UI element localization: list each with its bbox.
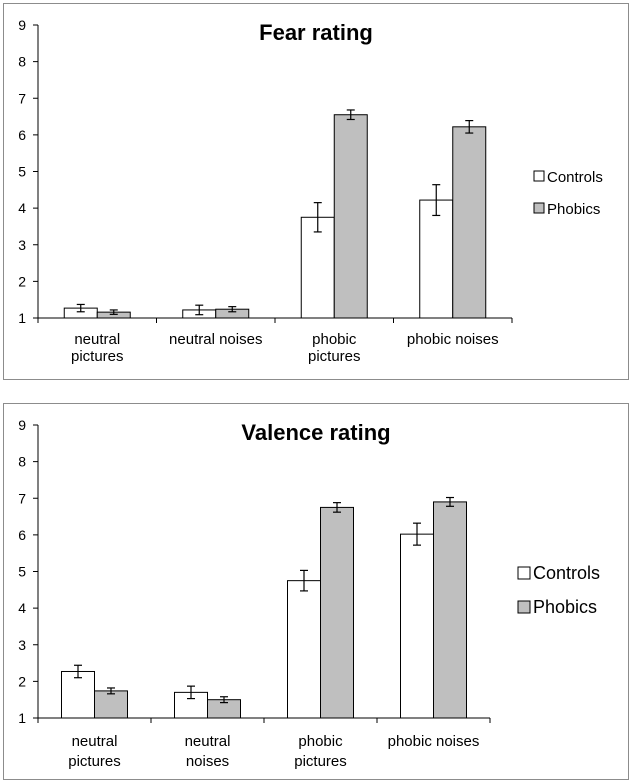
x-category-label: neutral — [185, 733, 231, 750]
x-category-label: pictures — [68, 753, 121, 770]
legend-phobics-label: Phobics — [547, 201, 600, 218]
fear-rating-chart: Fear rating123456789neutralpicturesneutr… — [18, 17, 603, 365]
legend-phobics-swatch — [533, 202, 545, 214]
y-tick-label: 4 — [18, 600, 26, 616]
legend-phobics-label: Phobics — [533, 597, 597, 617]
phobics-bar — [452, 126, 487, 319]
controls-bar — [61, 670, 95, 719]
x-category-label: neutral noises — [169, 331, 262, 348]
fear-rating-panel: Fear rating 1 2 3 4 5 6 7 8 9 neutral pictures neutr… — [3, 3, 629, 380]
valence-rating-chart: Valence rating 1 2 3 4 5 6 7 8 9 neutral pictures ne… — [18, 417, 600, 770]
legend-controls-swatch — [517, 566, 531, 580]
y-tick-label: 6 — [18, 527, 26, 543]
chart-title: Fear rating — [259, 20, 373, 45]
x-category-label: phobic noises — [388, 733, 480, 750]
y-tick-label: 6 — [18, 127, 26, 143]
x-category-label: neutral — [74, 331, 120, 348]
legend-controls-swatch — [533, 170, 545, 182]
y-tick-label: 1 — [18, 310, 26, 326]
y-tick-label: 3 — [18, 637, 26, 653]
y-tick-label: 2 — [18, 673, 26, 689]
phobics-bar — [94, 690, 128, 719]
valence-rating-panel: Valence rating 1 2 3 4 5 6 7 8 9 neutral pictures ne… — [3, 403, 629, 780]
x-category-label: noises — [186, 753, 229, 770]
x-category-label: neutral — [72, 733, 118, 750]
x-category-label: pictures — [308, 348, 361, 365]
legend-controls-label: Controls — [533, 563, 600, 583]
phobics-bar — [320, 506, 354, 719]
x-category-label: phobic noises — [407, 331, 499, 348]
y-tick-label: 5 — [18, 164, 26, 180]
y-tick-label: 8 — [18, 54, 26, 70]
phobics-bar — [433, 501, 467, 719]
x-category-label: phobic — [298, 733, 343, 750]
controls-bar — [419, 199, 454, 319]
y-tick-label: 8 — [18, 454, 26, 470]
y-tick-label: 4 — [18, 200, 26, 216]
y-tick-label: 7 — [18, 90, 26, 106]
x-category-label: pictures — [71, 348, 124, 365]
legend-phobics-swatch — [517, 600, 531, 614]
y-tick-label: 7 — [18, 490, 26, 506]
phobics-bar — [333, 114, 368, 319]
controls-bar — [287, 580, 321, 719]
y-tick-label: 5 — [18, 564, 26, 580]
chart-title: Valence rating — [241, 420, 390, 445]
controls-bar — [300, 216, 335, 319]
y-tick-label: 9 — [18, 417, 26, 433]
controls-bar — [400, 533, 434, 719]
x-category-label: phobic — [312, 331, 357, 348]
legend-controls-label: Controls — [547, 169, 603, 186]
y-tick-label: 9 — [18, 17, 26, 33]
y-tick-label: 3 — [18, 237, 26, 253]
y-tick-label: 2 — [18, 273, 26, 289]
y-tick-label: 1 — [18, 710, 26, 726]
x-category-label: pictures — [294, 753, 347, 770]
